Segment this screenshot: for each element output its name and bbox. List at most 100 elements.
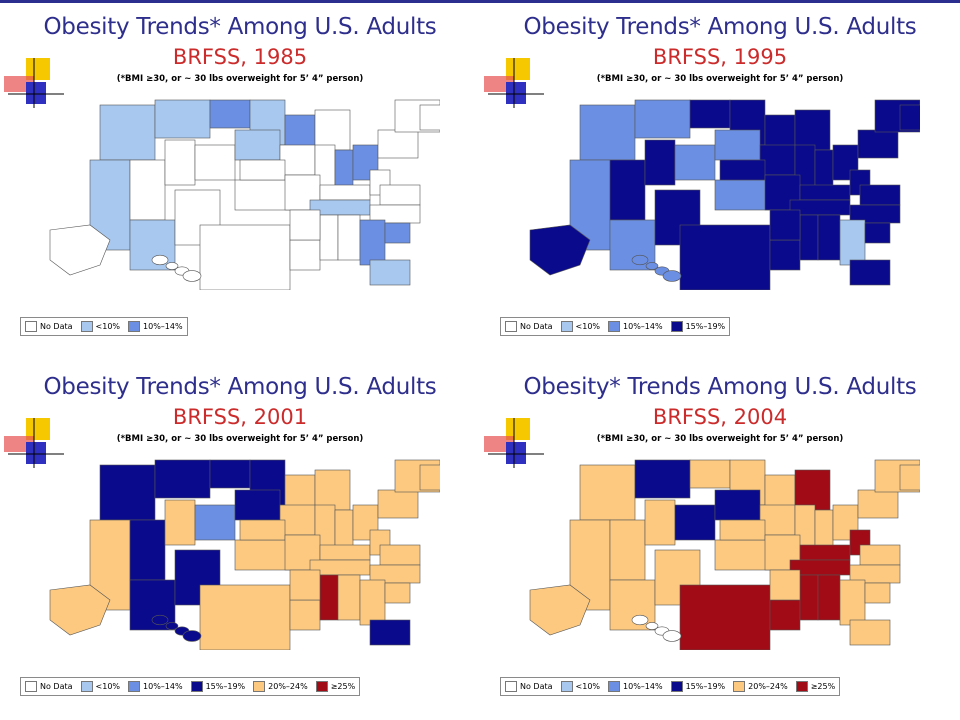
legend-swatch-p15_19 xyxy=(670,321,683,332)
map-panel-2001: Obesity Trends* Among U.S. Adults BRFSS,… xyxy=(0,360,480,720)
state-region-mi xyxy=(314,109,351,151)
state-region-ia xyxy=(759,144,796,176)
legend-swatch-lt10 xyxy=(80,321,93,332)
legend-swatch-p10_14 xyxy=(128,321,141,332)
state-region-al xyxy=(337,574,361,621)
legend-swatch-p20_24 xyxy=(733,681,746,692)
state-region-fl xyxy=(369,619,411,646)
legend-item-nodata: No Data xyxy=(25,681,73,692)
state-region-ia xyxy=(759,504,796,536)
legend-swatch-lt10 xyxy=(80,681,93,692)
decorative-logo xyxy=(4,58,64,108)
state-region-tx xyxy=(679,224,771,290)
us-map xyxy=(529,459,920,650)
state-region-co xyxy=(194,144,236,181)
state-region-ky xyxy=(799,184,851,201)
legend-label: <10% xyxy=(95,322,121,331)
state-region-pa xyxy=(857,129,899,159)
state-region-mi xyxy=(794,109,831,151)
state-region-wi xyxy=(764,114,796,151)
logo-blue-square xyxy=(506,442,526,464)
legend-label: <10% xyxy=(575,682,601,691)
state-region-az xyxy=(129,579,176,631)
state-region-la xyxy=(769,239,801,271)
legend-label: 10%–14% xyxy=(143,682,183,691)
state-region-ne xyxy=(234,129,281,161)
logo-blue-square xyxy=(506,82,526,104)
state-region-ga xyxy=(839,219,866,266)
logo-yellow-square xyxy=(506,418,530,440)
hawaii-island xyxy=(645,622,659,630)
legend-label: 10%–14% xyxy=(143,322,183,331)
legend: No Data <10% 10%–14% 15%–19% 20%–24% ≥25% xyxy=(500,677,841,696)
state-region-ks xyxy=(239,519,286,541)
state-region-va xyxy=(379,544,421,566)
state-region-ne xyxy=(714,129,761,161)
legend-item-lt10: <10% xyxy=(560,321,600,332)
state-region-in xyxy=(814,509,834,551)
map-panel-1995: Obesity Trends* Among U.S. Adults BRFSS,… xyxy=(480,0,960,360)
panel-title: Obesity Trends* Among U.S. Adults xyxy=(43,374,437,400)
state-region-ms xyxy=(319,214,339,261)
legend: No Data <10% 10%–14% 15%–19% 20%–24% ≥25% xyxy=(20,677,361,696)
legend-item-p10_14: 10%–14% xyxy=(128,681,183,692)
state-region-oh xyxy=(832,144,859,181)
state-region-ga xyxy=(359,579,386,626)
legend-item-nodata: No Data xyxy=(505,681,553,692)
state-region-pa xyxy=(857,489,899,519)
state-region-ca xyxy=(569,519,611,611)
state-region-ne_ xyxy=(419,464,440,491)
state-region-ks xyxy=(719,519,766,541)
legend-item-p15_19: 15%–19% xyxy=(190,681,245,692)
state-region-mt xyxy=(634,459,691,499)
legend-item-nodata: No Data xyxy=(505,321,553,332)
legend-label: No Data xyxy=(520,322,553,331)
legend-item-p10_14: 10%–14% xyxy=(608,321,663,332)
state-region-in xyxy=(334,149,354,191)
state-region-ok xyxy=(714,539,771,571)
state-region-ne xyxy=(714,489,761,521)
legend-swatch-lt10 xyxy=(560,681,573,692)
legend-item-p10_14: 10%–14% xyxy=(128,321,183,332)
state-region-nw xyxy=(99,464,156,521)
logo-blue-square xyxy=(26,442,46,464)
state-region-sc xyxy=(864,582,891,604)
logo-yellow-square xyxy=(26,58,50,80)
us-map xyxy=(49,99,440,290)
state-region-fl xyxy=(849,259,891,286)
panel-subtitle: BRFSS, 2001 xyxy=(172,405,308,429)
state-region-la xyxy=(289,239,321,271)
panel-title: Obesity* Trends Among U.S. Adults xyxy=(523,374,917,400)
hawaii-island xyxy=(165,262,179,270)
hawaii-island xyxy=(662,630,682,642)
hawaii-island xyxy=(151,254,169,266)
state-region-ks xyxy=(719,159,766,181)
logo-yellow-square xyxy=(26,418,50,440)
state-region-mt xyxy=(154,99,211,139)
decorative-logo xyxy=(484,58,544,108)
state-region-mi xyxy=(314,469,351,511)
state-region-co xyxy=(674,144,716,181)
legend-swatch-p10_14 xyxy=(608,681,621,692)
state-region-nw xyxy=(579,464,636,521)
alaska-shape xyxy=(529,584,591,636)
state-region-ut xyxy=(644,139,676,186)
state-region-mt xyxy=(154,459,211,499)
hawaii-island xyxy=(165,622,179,630)
state-region-ms xyxy=(319,574,339,621)
state-region-nv xyxy=(129,159,166,221)
state-region-ar xyxy=(769,569,801,601)
state-region-ga xyxy=(839,579,866,626)
us-map xyxy=(529,99,920,290)
legend-item-p10_14: 10%–14% xyxy=(608,681,663,692)
legend-swatch-p10_14 xyxy=(128,681,141,692)
map-panel-2004: Obesity* Trends Among U.S. Adults BRFSS,… xyxy=(480,360,960,720)
top-accent-bar xyxy=(0,0,960,3)
state-region-nd xyxy=(689,459,731,489)
bmi-note: (*BMI ≥30, or ~ 30 lbs overweight for 5’… xyxy=(116,434,364,444)
state-region-ne_ xyxy=(899,464,920,491)
legend-swatch-p20_24 xyxy=(253,681,266,692)
state-region-ok xyxy=(234,539,291,571)
state-region-ms xyxy=(799,214,819,261)
state-region-al xyxy=(337,214,361,261)
